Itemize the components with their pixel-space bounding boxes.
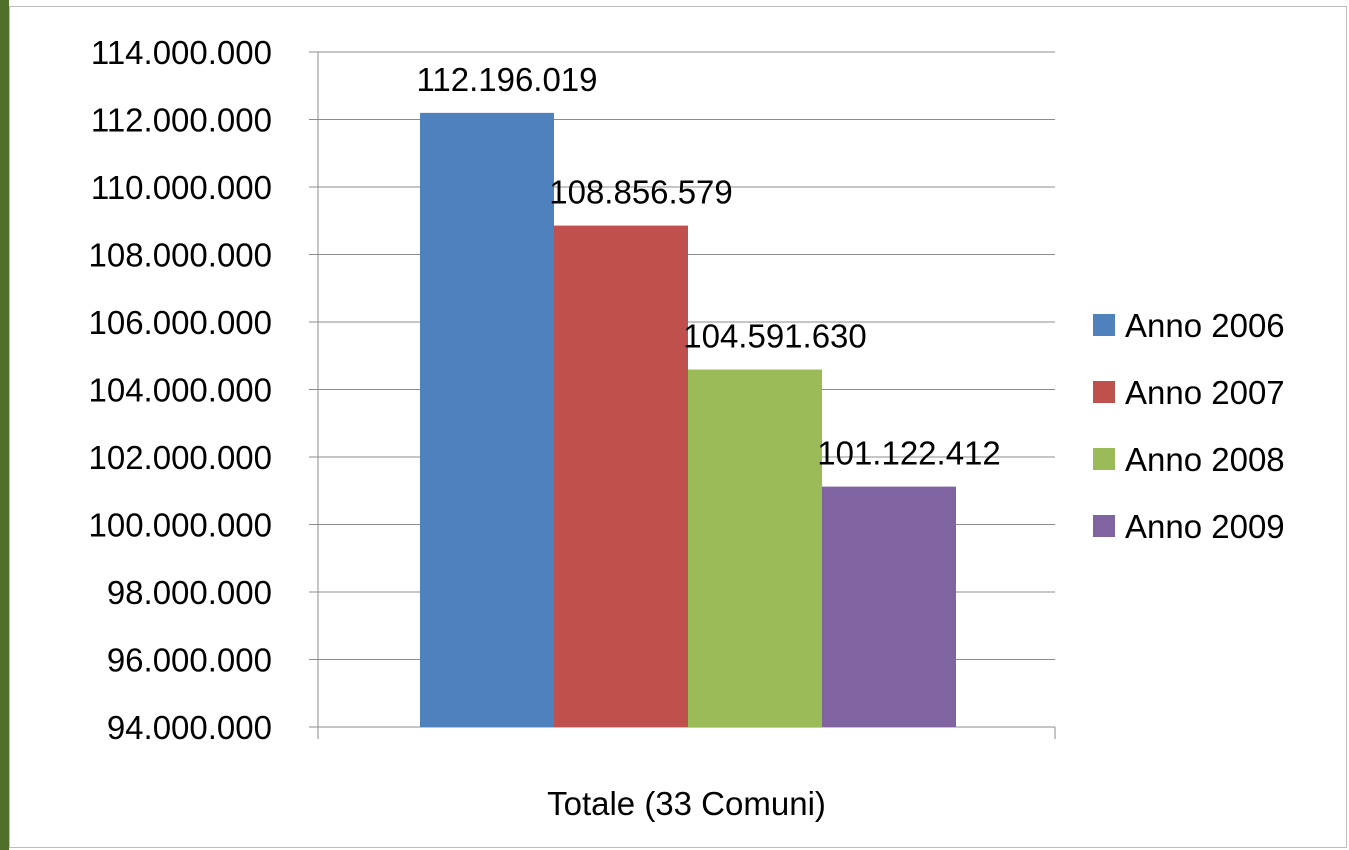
- legend-swatch: [1093, 515, 1115, 537]
- y-tick-label: 104.000.000: [88, 372, 272, 409]
- bar-anno-2009: [822, 486, 956, 727]
- y-tick-label: 106.000.000: [88, 304, 272, 341]
- data-label: 101.122.412: [817, 435, 1001, 472]
- bar-anno-2008: [688, 369, 822, 727]
- legend-label: Anno 2007: [1125, 374, 1285, 411]
- y-tick-label: 96.000.000: [107, 642, 272, 679]
- legend-swatch: [1093, 314, 1115, 336]
- y-tick-label: 112.000.000: [91, 102, 272, 139]
- legend-swatch: [1093, 448, 1115, 470]
- x-category-label: Totale (33 Comuni): [547, 785, 826, 822]
- legend-label: Anno 2009: [1125, 508, 1285, 545]
- y-tick-label: 98.000.000: [107, 574, 272, 611]
- y-tick-label: 114.000.000: [91, 34, 272, 71]
- y-tick-label: 108.000.000: [88, 237, 272, 274]
- left-accent-bar: [0, 0, 9, 850]
- data-label: 108.856.579: [549, 174, 733, 211]
- bar-anno-2007: [554, 225, 688, 727]
- y-tick-label: 102.000.000: [88, 439, 272, 476]
- legend-label: Anno 2006: [1125, 307, 1285, 344]
- data-label: 104.591.630: [683, 318, 867, 355]
- legend-swatch: [1093, 381, 1115, 403]
- y-tick-label: 94.000.000: [107, 709, 272, 746]
- y-tick-label: 110.000.000: [91, 169, 272, 206]
- bar-anno-2006: [420, 112, 554, 728]
- legend-label: Anno 2008: [1125, 441, 1285, 478]
- y-tick-label: 100.000.000: [88, 507, 272, 544]
- data-label: 112.196.019: [416, 61, 597, 98]
